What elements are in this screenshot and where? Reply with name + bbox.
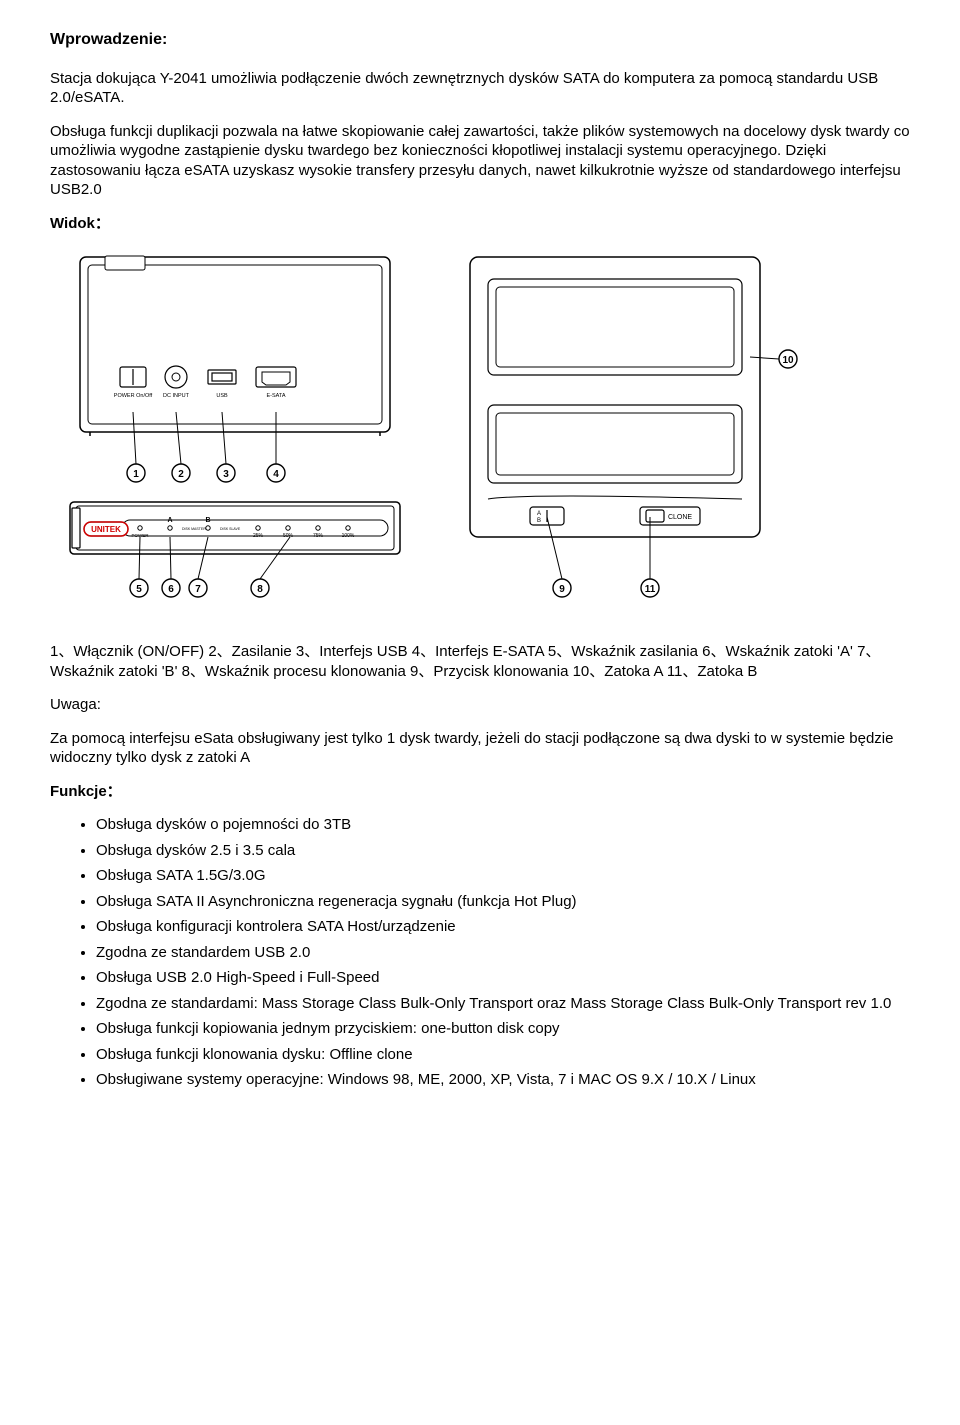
svg-text:DISK SLAVE: DISK SLAVE: [220, 527, 241, 531]
svg-text:5: 5: [136, 584, 142, 595]
svg-text:3: 3: [223, 469, 229, 480]
svg-text:A: A: [537, 511, 541, 517]
svg-text:11: 11: [645, 584, 656, 595]
function-item: Obsługiwane systemy operacyjne: Windows …: [96, 1070, 910, 1090]
svg-text:4: 4: [273, 469, 279, 480]
svg-text:75%: 75%: [313, 533, 324, 539]
svg-text:POWER On/Off: POWER On/Off: [114, 393, 153, 399]
note-heading: Uwaga:: [50, 695, 910, 715]
functions-heading: Funkcje：: [50, 782, 910, 802]
svg-text:10: 10: [782, 355, 794, 366]
function-item: Obsługa funkcji kopiowania jednym przyci…: [96, 1019, 910, 1039]
svg-text:DISK MASTER: DISK MASTER: [182, 527, 206, 531]
legend-paragraph: 1、Włącznik (ON/OFF) 2、Zasilanie 3、Interf…: [50, 642, 910, 681]
svg-text:A: A: [167, 517, 172, 524]
description-paragraph: Obsługa funkcji duplikacji pozwala na ła…: [50, 122, 910, 200]
svg-text:DC INPUT: DC INPUT: [163, 393, 190, 399]
svg-text:USB: USB: [216, 393, 228, 399]
svg-text:6: 6: [168, 584, 174, 595]
function-item: Zgodna ze standardem USB 2.0: [96, 943, 910, 963]
svg-text:E-SATA: E-SATA: [266, 393, 285, 399]
svg-text:25%: 25%: [253, 533, 264, 539]
function-item: Obsługa USB 2.0 High-Speed i Full-Speed: [96, 968, 910, 988]
svg-text:2: 2: [178, 469, 184, 480]
intro-heading: Wprowadzenie:: [50, 30, 910, 51]
function-item: Obsługa konfiguracji kontrolera SATA Hos…: [96, 917, 910, 937]
svg-text:B: B: [537, 518, 541, 524]
function-item: Zgodna ze standardami: Mass Storage Clas…: [96, 994, 910, 1014]
svg-text:UNITEK: UNITEK: [91, 525, 121, 534]
view-heading: Widok：: [50, 214, 910, 234]
svg-text:B: B: [205, 517, 210, 524]
svg-text:7: 7: [195, 584, 201, 595]
function-item: Obsługa dysków 2.5 i 3.5 cala: [96, 841, 910, 861]
function-item: Obsługa SATA 1.5G/3.0G: [96, 866, 910, 886]
function-item: Obsługa SATA II Asynchroniczna regenerac…: [96, 892, 910, 912]
svg-text:100%: 100%: [342, 533, 355, 539]
intro-paragraph: Stacja dokująca Y-2041 umożliwia podłącz…: [50, 69, 910, 108]
product-diagram: POWER On/OffDC INPUTUSBE-SATAABCLONEUNIT…: [50, 247, 910, 622]
svg-text:9: 9: [559, 584, 565, 595]
svg-text:50%: 50%: [283, 533, 294, 539]
svg-text:8: 8: [257, 584, 263, 595]
note-paragraph: Za pomocą interfejsu eSata obsługiwany j…: [50, 729, 910, 768]
functions-list: Obsługa dysków o pojemności do 3TB Obsług…: [50, 815, 910, 1090]
function-item: Obsługa funkcji klonowania dysku: Offlin…: [96, 1045, 910, 1065]
svg-text:1: 1: [133, 469, 139, 480]
function-item: Obsługa dysków o pojemności do 3TB: [96, 815, 910, 835]
svg-text:CLONE: CLONE: [668, 514, 692, 521]
